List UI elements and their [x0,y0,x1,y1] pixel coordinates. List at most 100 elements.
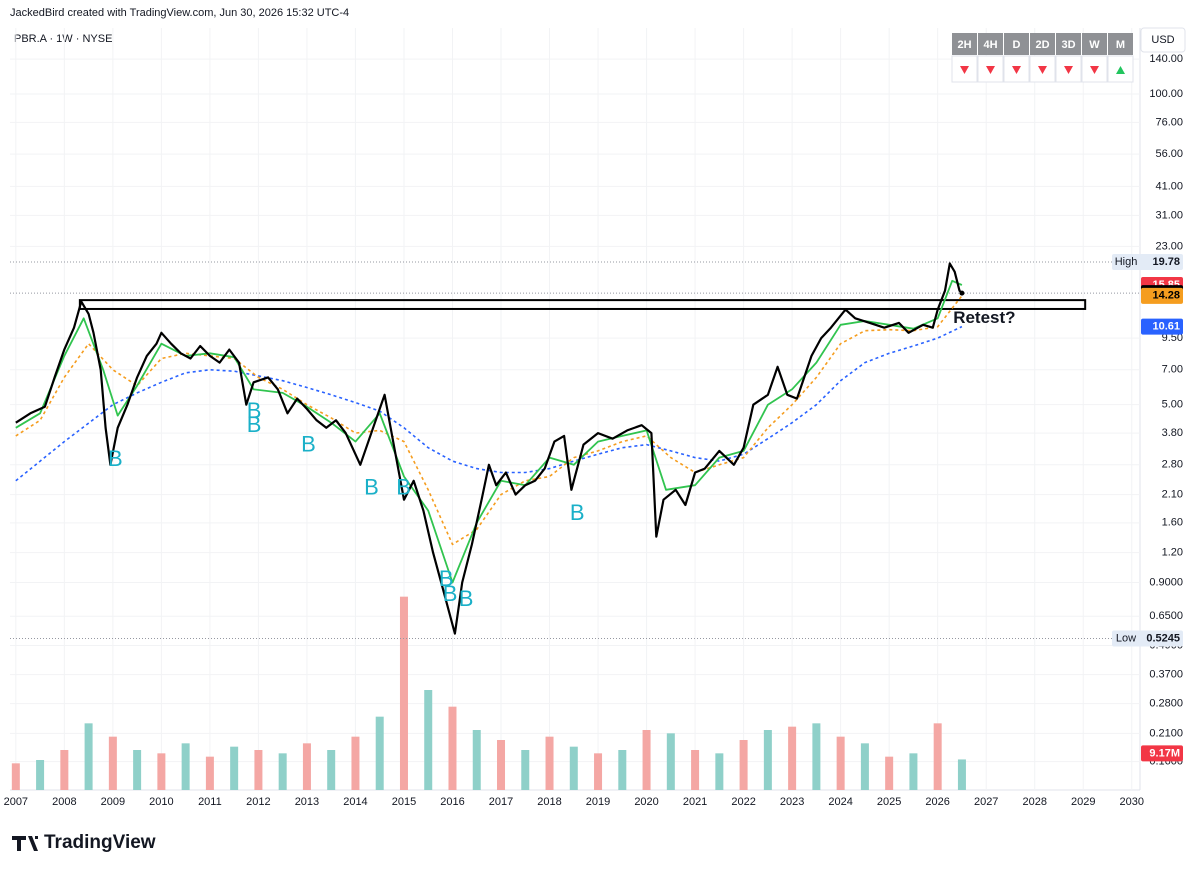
annotation: B [364,475,379,500]
y-tick-label: 0.2100 [1149,727,1183,739]
x-tick-label: 2016 [440,796,464,808]
x-tick-label: 2028 [1022,796,1046,808]
symbol-title: PBR.A · 1W · NYSE [14,33,112,45]
timeframe-cell [978,33,1003,55]
y-tick-label: 140.00 [1149,53,1183,65]
timeframe-label: 2H [957,39,971,51]
series-line [15,325,963,482]
y-tick-label: 5.00 [1162,399,1183,411]
timeframe-signal [1038,66,1047,74]
volume-bar [885,756,894,790]
y-tick-label: 3.80 [1162,427,1183,439]
volume-bar [739,740,748,790]
y-tick-label: 0.2800 [1149,697,1183,709]
currency-box [1140,27,1186,53]
volume-bar [860,743,869,790]
annotation: B [247,398,262,423]
x-tick-label: 2015 [392,796,416,808]
timeframe-label: W [1089,39,1100,51]
annotation: B [443,581,458,606]
y-tick-label: 0.6500 [1149,610,1183,622]
annotation: B [108,446,123,471]
volume-bar [763,730,772,790]
tradingview-logo: TradingView [12,832,156,853]
x-tick-label: 2010 [149,796,173,808]
annotation: Retest? [953,308,1015,327]
x-tick-label: 2012 [246,796,270,808]
timeframe-signal-cell [1081,55,1108,83]
currency: USD [1151,34,1174,46]
volume-bar [108,736,117,790]
volume-bar [84,723,93,790]
logo-text: TradingView [44,832,156,853]
y-tick-label: 1.20 [1162,547,1183,559]
annotation: B [570,500,585,525]
volume-bar [472,730,481,790]
price-label: 19.78 [1152,256,1180,268]
timeframe-signal [1116,66,1125,74]
header-text: JackedBird created with TradingView.com,… [10,7,349,19]
price-label: 10.61 [1152,321,1180,333]
last-price-dot [959,290,965,296]
timeframe-cell [1082,33,1107,55]
timeframe-signal [1064,66,1073,74]
x-tick-label: 2024 [828,796,852,808]
y-tick-label: 0.3700 [1149,669,1183,681]
volume-bar [181,743,190,790]
volume-bar [302,743,311,790]
series-line [15,295,963,546]
x-tick-label: 2030 [1120,796,1144,808]
volume-bar [60,750,69,790]
price-label-name: High [1115,256,1138,268]
volume-bar [399,596,408,790]
y-tick-label: 23.00 [1155,240,1183,252]
volume-bar [278,753,287,790]
plot-area [10,261,1140,790]
y-tick-label: 9.50 [1162,332,1183,344]
y-tick-label: 7.00 [1162,364,1183,376]
volume-bar [497,740,506,790]
volume-bar [715,753,724,790]
annotation: B [396,475,411,500]
x-tick-label: 2018 [537,796,561,808]
volume-bar [205,756,214,790]
volume-bar [933,723,942,790]
timeframe-label: D [1013,39,1021,51]
y-tick-label: 31.00 [1155,209,1183,221]
volume-bar [545,736,554,790]
volume-bar [230,746,239,790]
x-tick-label: 2011 [198,796,222,808]
volume-bar [375,716,384,790]
x-tick-label: 2026 [925,796,949,808]
timeframe-label: 3D [1061,39,1075,51]
volume-bar [521,750,530,790]
annotation: B [439,566,454,591]
y-tick-label: 1.60 [1162,517,1183,529]
x-tick-label: 2009 [101,796,125,808]
timeframe-signal [960,66,969,74]
timeframe-cell [1056,33,1081,55]
volume-bar [327,750,336,790]
x-tick-label: 2021 [683,796,707,808]
annotation: B [247,412,262,437]
price-label-box [1112,254,1183,271]
annotation: B [459,586,474,611]
timeframe-signal [1012,66,1021,74]
timeframe-cell [1004,33,1029,55]
y-tick-label: 100.00 [1149,88,1183,100]
x-tick-label: 2022 [731,796,755,808]
x-tick-label: 2020 [634,796,658,808]
volume-bar [618,750,627,790]
volume-bar [133,750,142,790]
x-tick-label: 2023 [780,796,804,808]
volume-bar [11,763,20,790]
volume-bar [594,753,603,790]
x-tick-label: 2019 [586,796,610,808]
timeframe-signal [1090,66,1099,74]
timeframe-cell [952,33,977,55]
y-tick-label: 41.00 [1155,180,1183,192]
volume-bar [424,690,433,790]
volume-bar [666,733,675,790]
volume-bar [909,753,918,790]
